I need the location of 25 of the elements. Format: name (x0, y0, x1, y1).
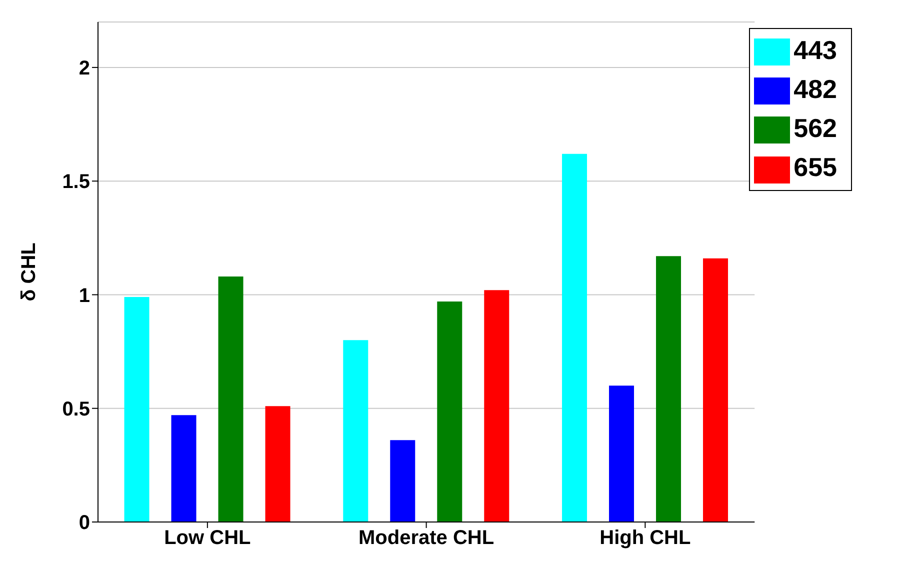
y-tick-label: 2 (78, 58, 90, 80)
y-axis-title: δ CHL (18, 242, 40, 302)
bar (562, 154, 588, 522)
legend-label: 443 (794, 35, 837, 65)
x-tick-label: Low CHL (164, 527, 251, 550)
x-tick-label: Moderate CHL (358, 527, 494, 550)
bar (171, 415, 196, 522)
y-tick-label: 0.5 (62, 398, 90, 420)
y-tick-label: 1 (78, 284, 90, 307)
bar (484, 290, 510, 522)
bar (656, 256, 682, 522)
bar (265, 406, 290, 522)
legend-label: 482 (794, 74, 837, 104)
bar (343, 340, 368, 522)
bar (390, 440, 416, 522)
bar (437, 302, 462, 522)
legend-label: 562 (794, 113, 837, 144)
bar (218, 276, 244, 522)
x-tick-label: High CHL (600, 527, 691, 550)
bar (703, 258, 728, 522)
bar (609, 386, 634, 522)
y-tick-label: 1.5 (62, 171, 90, 194)
bar (124, 297, 150, 522)
legend-label: 655 (794, 152, 837, 182)
y-tick-label: 0 (78, 512, 90, 534)
